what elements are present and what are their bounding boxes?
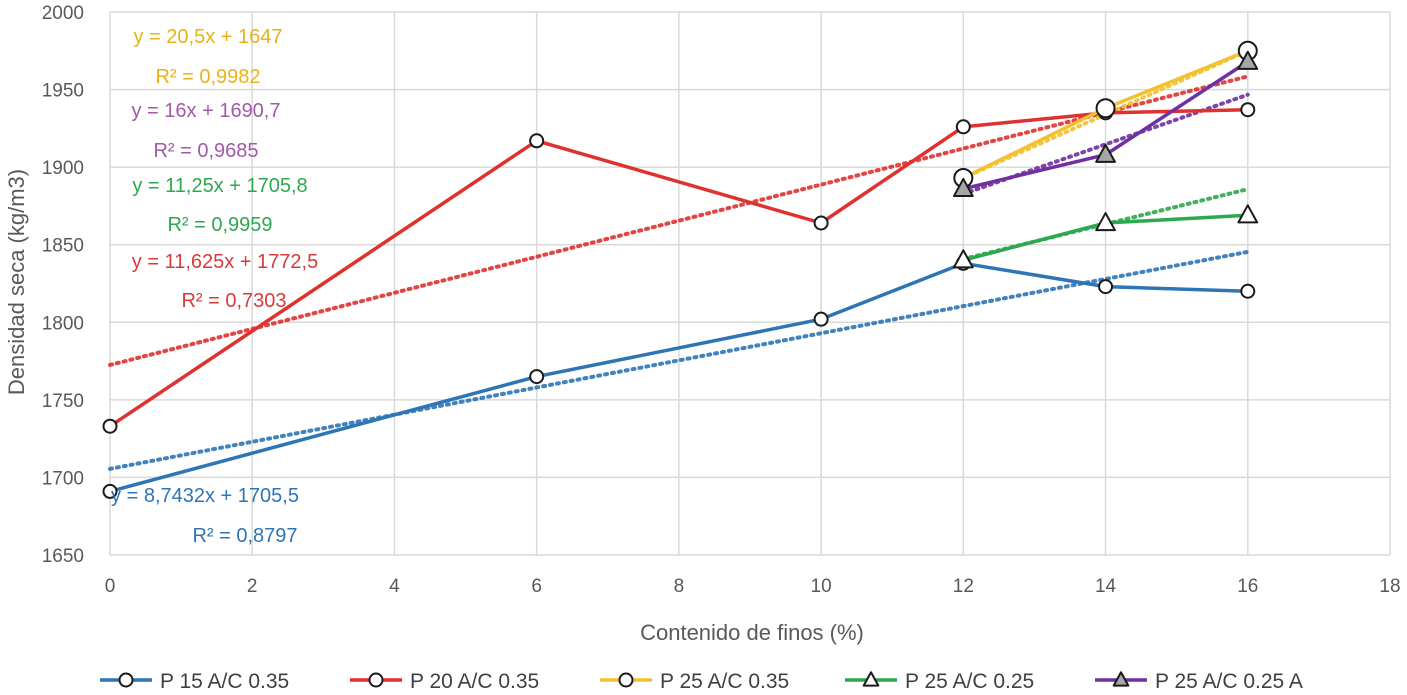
series-line bbox=[109, 107, 1248, 428]
data-point-marker bbox=[952, 249, 974, 269]
x-tick-label: 6 bbox=[531, 576, 542, 597]
legend-label: P 20 A/C 0.35 bbox=[410, 670, 539, 693]
data-point-marker bbox=[1240, 102, 1256, 118]
trendline bbox=[108, 249, 1250, 471]
data-point-marker bbox=[1237, 50, 1259, 70]
y-axis-title: Densidad seca (kg/m3) bbox=[4, 169, 29, 395]
trendline-equation: y = 16x + 1690,7 bbox=[131, 100, 280, 122]
y-tick-label: 1700 bbox=[42, 468, 84, 489]
data-point-marker bbox=[102, 418, 118, 434]
data-point-marker bbox=[1237, 204, 1259, 224]
legend-item: P 15 A/C 0.35 bbox=[100, 670, 289, 693]
data-point-marker bbox=[529, 369, 545, 385]
y-tick-label: 1950 bbox=[42, 81, 84, 102]
trendline-r2: R² = 0,8797 bbox=[192, 525, 297, 547]
legend-item: P 20 A/C 0.35 bbox=[350, 670, 539, 693]
data-point-marker bbox=[813, 311, 829, 327]
trendline-equation: y = 20,5x + 1647 bbox=[133, 26, 282, 48]
data-point-marker bbox=[952, 177, 974, 198]
x-axis-title: Contenido de finos (%) bbox=[640, 620, 864, 645]
y-tick-label: 1750 bbox=[42, 391, 84, 412]
data-point-marker bbox=[1112, 671, 1130, 687]
x-tick-label: 2 bbox=[247, 576, 258, 597]
y-tick-label: 2000 bbox=[42, 3, 84, 24]
series-line bbox=[109, 261, 1248, 494]
legend-item: P 25 A/C 0.25 bbox=[845, 670, 1034, 693]
data-point-marker bbox=[368, 672, 384, 688]
legend-label: P 25 A/C 0.25 A bbox=[1155, 670, 1303, 693]
trendline-equation: y = 8,7432x + 1705,5 bbox=[111, 485, 299, 507]
data-point-marker bbox=[1098, 279, 1114, 295]
marker-layer bbox=[102, 40, 1259, 499]
y-tick-label: 1900 bbox=[42, 158, 84, 179]
legend-label: P 25 A/C 0.25 bbox=[905, 670, 1034, 693]
legend-label: P 25 A/C 0.35 bbox=[660, 670, 789, 693]
trendline-r2: R² = 0,9959 bbox=[167, 214, 272, 236]
x-tick-label: 12 bbox=[953, 576, 974, 597]
data-point-marker bbox=[813, 215, 829, 231]
x-tick-label: 16 bbox=[1237, 576, 1258, 597]
data-point-marker bbox=[618, 672, 634, 688]
data-point-marker bbox=[1095, 143, 1116, 163]
trendline-equation: y = 11,625x + 1772,5 bbox=[132, 251, 318, 273]
x-tick-label: 0 bbox=[105, 576, 116, 597]
legend-label: P 15 A/C 0.35 bbox=[160, 670, 289, 693]
trendline-r2: R² = 0,7303 bbox=[181, 290, 286, 312]
grid-layer bbox=[109, 11, 1391, 556]
tick-label-layer: 0 2 4 6 8 10 12 14 16 18 1650 1700 1750 1800 1850 1900 1… bbox=[42, 3, 1401, 597]
data-point-marker bbox=[102, 483, 118, 499]
x-tick-label: 18 bbox=[1379, 576, 1400, 597]
legend: P 15 A/C 0.35 P 20 A/C 0.35 P 25 A/C 0.35 P… bbox=[100, 670, 1303, 693]
data-point-marker bbox=[862, 671, 880, 687]
x-tick-label: 8 bbox=[674, 576, 685, 597]
trendline-r2: R² = 0,9982 bbox=[155, 66, 260, 88]
data-point-marker bbox=[529, 133, 545, 149]
trendline bbox=[108, 74, 1250, 367]
data-point-marker bbox=[1095, 98, 1116, 119]
data-point-marker bbox=[118, 672, 134, 688]
legend-item: P 25 A/C 0.25 A bbox=[1095, 670, 1303, 693]
x-tick-label: 4 bbox=[389, 576, 400, 597]
equation-label-layer: y = 8,7432x + 1705,5 R² = 0,8797 y = 11,62… bbox=[111, 26, 318, 547]
data-point-marker bbox=[1240, 283, 1256, 299]
y-tick-label: 1800 bbox=[42, 313, 84, 334]
x-tick-label: 10 bbox=[811, 576, 832, 597]
legend-item: P 25 A/C 0.35 bbox=[600, 670, 789, 693]
trendline-r2: R² = 0,9685 bbox=[153, 140, 258, 162]
trendline-equation: y = 11,25x + 1705,8 bbox=[132, 175, 307, 197]
data-point-marker bbox=[955, 119, 971, 135]
x-tick-label: 14 bbox=[1095, 576, 1117, 597]
data-point-marker bbox=[1095, 212, 1116, 232]
y-tick-label: 1850 bbox=[42, 236, 84, 257]
y-tick-label: 1650 bbox=[42, 546, 84, 567]
